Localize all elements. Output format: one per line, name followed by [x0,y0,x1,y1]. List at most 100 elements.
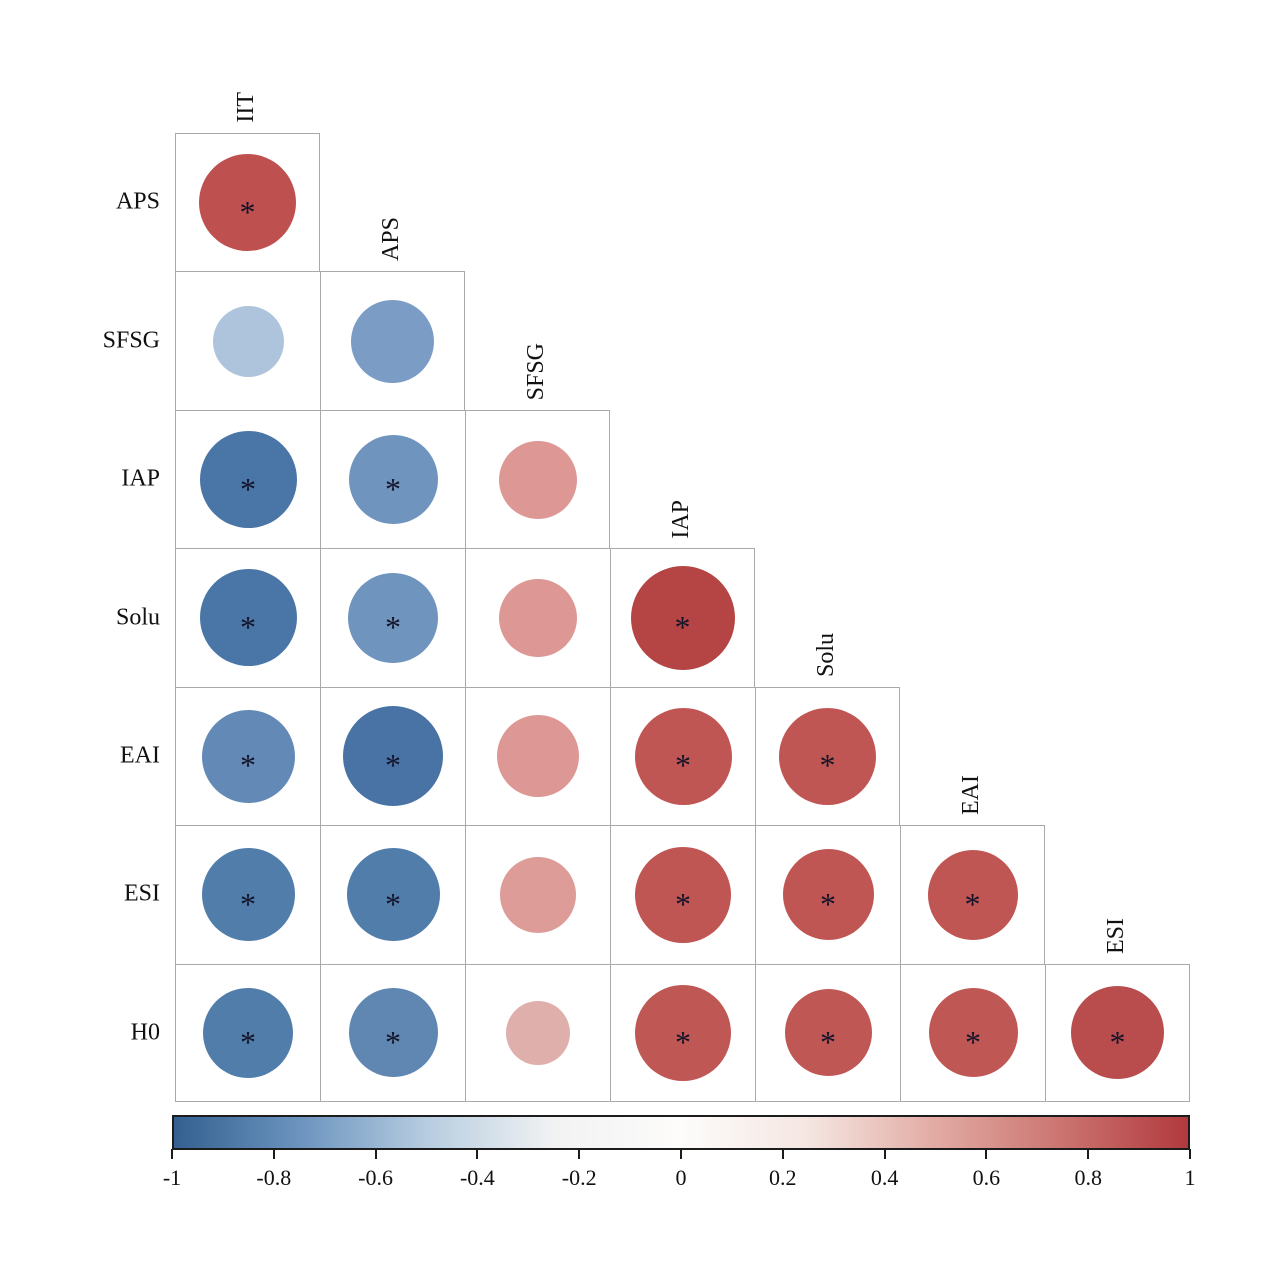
significance-star: * [240,885,256,922]
colorbar-tick-label: 1 [1184,1165,1196,1190]
correlation-circle: * [348,988,438,1078]
colorbar-tick-label: -1 [162,1165,182,1190]
column-label: IAP [667,499,694,539]
correlation-circle: * [635,984,731,1081]
matrix-cell: * [175,133,320,272]
correlation-circle: * [199,569,297,667]
correlation-circle: * [782,849,874,941]
row-label: IAP [121,465,160,492]
correlation-circle: * [343,706,443,807]
column-label: Solu [812,632,839,677]
matrix-cell: * [1045,963,1190,1102]
correlation-circle [499,578,577,657]
significance-star: * [385,747,401,784]
colorbar-tick [985,1149,988,1159]
matrix-cell: * [175,686,320,826]
correlation-circle [500,856,576,933]
significance-star: * [1109,1023,1126,1060]
significance-star: * [675,885,691,922]
significance-star: * [240,470,256,507]
matrix-cell: * [755,686,900,826]
matrix-cell: * [900,825,1045,964]
matrix-cell [465,409,610,549]
correlation-circle [506,1000,570,1065]
significance-star: * [674,608,691,645]
colorbar-tick [171,1149,173,1159]
matrix-cell [465,686,610,826]
significance-star: * [385,608,401,645]
correlation-circle: * [348,572,438,663]
matrix-cell: * [320,409,465,549]
correlation-circle: * [199,154,296,252]
matrix-cell: * [320,548,465,687]
matrix-cell: * [610,825,755,964]
matrix-cell: * [900,963,1045,1102]
significance-star: * [240,747,256,784]
colorbar-tick [781,1149,784,1159]
correlation-circle: * [927,849,1018,940]
row-label: APS [115,188,160,215]
correlation-circle: * [346,848,440,942]
correlation-circle: * [784,989,872,1077]
colorbar-tick-label: -0.4 [459,1165,495,1190]
colorbar-tick-label: 0.8 [1074,1165,1102,1190]
matrix-cell [465,548,610,687]
matrix-cell: * [610,686,755,826]
column-label: EAI [957,775,984,816]
correlation-circle: * [630,565,735,670]
column-label: APS [377,217,404,262]
colorbar-tick [883,1149,886,1159]
significance-star: * [675,747,691,784]
correlation-circle: * [635,846,731,943]
row-label: H0 [130,1019,160,1046]
colorbar-tick [476,1149,479,1159]
matrix-cell: * [755,963,900,1102]
matrix-cell [465,825,610,964]
matrix-cell [320,271,465,410]
significance-star: * [675,1023,691,1060]
significance-star: * [965,1023,981,1060]
matrix-cell: * [175,548,320,687]
colorbar-gradient [172,1115,1190,1150]
correlation-circle [351,299,434,383]
colorbar-tick [1189,1149,1191,1159]
matrix-cell: * [320,963,465,1102]
row-label: Solu [115,604,160,630]
significance-star: * [819,747,836,784]
colorbar-tick [1087,1149,1090,1159]
matrix-cell: * [320,825,465,964]
colorbar-tick [374,1149,377,1159]
correlation-circle [212,305,284,377]
correlation-circle: * [199,431,297,529]
colorbar-tick-label: -0.6 [358,1165,394,1190]
column-label: IIT [232,92,259,123]
matrix-cell: * [320,686,465,826]
correlation-circle: * [348,435,438,525]
matrix-cell: * [175,963,320,1102]
correlation-circle: * [928,988,1018,1078]
correlation-circle: * [201,848,295,942]
correlation-circle: * [634,707,732,805]
significance-star: * [820,1023,836,1060]
correlation-circle: * [1071,986,1164,1080]
significance-star: * [240,608,256,645]
colorbar-tick-label: 0.2 [769,1165,797,1190]
correlation-circle: * [201,709,295,803]
significance-star: * [240,1023,256,1060]
column-label: SFSG [522,342,549,400]
column-label: ESI [1102,917,1129,954]
matrix-cell: * [610,963,755,1102]
colorbar-tick-label: 0.4 [870,1165,899,1190]
colorbar-tick [680,1149,682,1159]
colorbar-tick-label: 0.6 [972,1165,1001,1190]
correlation-circle: * [203,987,293,1078]
matrix-cell: * [755,825,900,964]
significance-star: * [385,885,401,922]
matrix-cell: * [175,825,320,964]
significance-star: * [820,885,836,922]
row-label: EAI [120,742,160,769]
correlation-circle [498,440,577,519]
correlation-circle: * [779,707,876,805]
row-label: SFSG [102,327,160,354]
